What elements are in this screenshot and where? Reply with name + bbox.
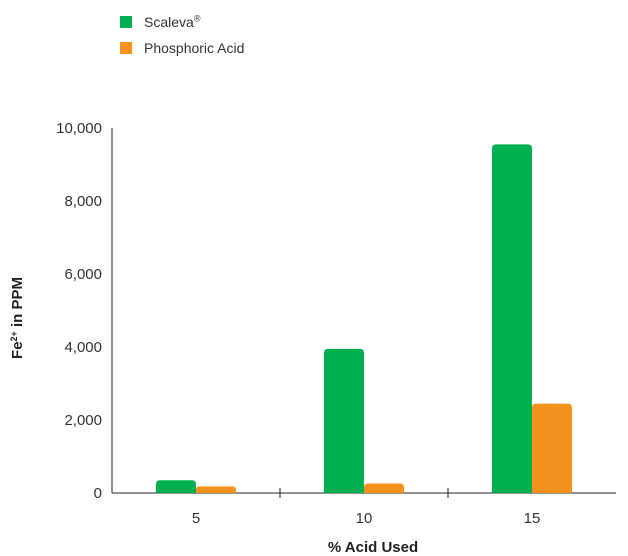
bar-scaleva	[324, 348, 364, 493]
y-axis-title-rest: in PPM	[9, 277, 26, 331]
y-axis-title-sup: 2+	[9, 331, 19, 341]
y-axis: 0 2,000 4,000 6,000 8,000 10,000	[56, 120, 113, 502]
x-axis-title: % Acid Used	[328, 539, 418, 556]
y-tick-label: 0	[94, 485, 102, 502]
x-axis: 5 10 15	[112, 488, 616, 527]
legend-item-scaleva: Scaleva®	[120, 12, 244, 32]
registered-mark: ®	[193, 13, 201, 24]
bar-scaleva	[492, 144, 532, 494]
x-tick-label: 5	[192, 510, 200, 527]
legend-label-scaleva: Scaleva®	[144, 13, 201, 30]
y-tick-label: 6,000	[64, 266, 102, 283]
x-tick-label: 15	[524, 510, 541, 527]
x-tick-label: 10	[356, 510, 373, 527]
legend-item-phosphoric-acid: Phosphoric Acid	[120, 38, 244, 58]
legend-label-phosphoric-acid: Phosphoric Acid	[144, 40, 245, 56]
y-tick-label: 2,000	[64, 412, 102, 429]
y-tick-label: 8,000	[64, 193, 102, 210]
bar-phosphoric-acid	[196, 486, 236, 493]
legend: Scaleva® Phosphoric Acid	[120, 12, 244, 64]
y-axis-title-main: Fe	[9, 341, 26, 359]
legend-swatch-phosphoric-acid	[120, 42, 132, 54]
legend-swatch-scaleva	[120, 16, 132, 28]
bar-phosphoric-acid	[364, 483, 404, 493]
bar-phosphoric-acid	[532, 403, 572, 493]
bar-scaleva	[156, 480, 196, 493]
y-tick-label: 10,000	[56, 120, 102, 137]
y-tick-label: 4,000	[64, 339, 102, 356]
bars	[156, 144, 572, 494]
y-axis-title: Fe2+ in PPM	[9, 277, 26, 359]
